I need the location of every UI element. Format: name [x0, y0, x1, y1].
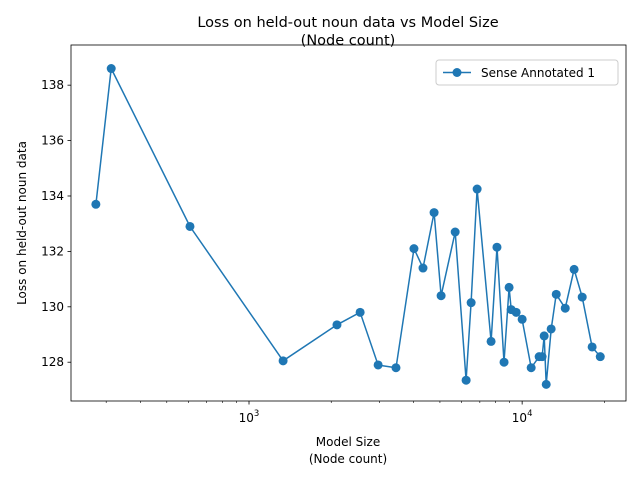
- data-point: [391, 363, 401, 373]
- data-point: [91, 199, 101, 209]
- legend-box: [435, 59, 619, 86]
- axes-frame: [70, 44, 627, 402]
- data-point: [461, 375, 471, 385]
- data-point: [450, 227, 460, 237]
- data-point: [511, 307, 521, 317]
- data-point: [541, 379, 551, 389]
- data-point: [409, 244, 419, 254]
- chart-title: Loss on held-out noun data vs Model Size: [197, 15, 498, 31]
- y-tick-label: 138: [41, 78, 64, 92]
- data-point: [106, 64, 116, 74]
- data-point: [486, 336, 496, 346]
- y-tick-label: 132: [41, 244, 64, 258]
- data-point: [560, 303, 570, 313]
- data-point: [332, 320, 342, 330]
- data-point: [436, 291, 446, 301]
- y-tick-label: 136: [41, 134, 64, 148]
- legend: Sense Annotated 1: [435, 59, 619, 86]
- x-axis-label: Model Size: [316, 435, 380, 449]
- plot-area: 103 104 128 130 132 134 136 138: [41, 44, 627, 425]
- data-point: [429, 208, 439, 218]
- y-axis-label: Loss on held-out noun data: [15, 141, 29, 305]
- y-tick-label: 134: [41, 189, 64, 203]
- data-point: [577, 292, 587, 302]
- data-point: [373, 360, 383, 370]
- legend-label: Sense Annotated 1: [481, 66, 595, 80]
- data-point: [504, 282, 514, 292]
- data-point: [517, 314, 527, 324]
- data-point: [355, 307, 365, 317]
- data-point: [595, 352, 605, 362]
- data-point: [185, 221, 195, 231]
- series-line: [95, 65, 601, 385]
- data-point: [418, 263, 428, 273]
- data-point: [466, 298, 476, 308]
- data-point: [587, 342, 597, 352]
- legend-marker: [452, 68, 462, 77]
- data-point: [526, 363, 536, 373]
- data-point: [499, 357, 509, 367]
- data-point: [537, 352, 547, 362]
- chart-subtitle: (Node count): [301, 33, 396, 49]
- data-point: [546, 324, 556, 334]
- data-point: [278, 356, 288, 366]
- x-axis-label-sub: (Node count): [309, 452, 387, 466]
- data-point: [492, 242, 502, 252]
- data-point: [539, 331, 549, 341]
- x-tick-label: 104: [512, 409, 533, 425]
- data-point: [569, 264, 579, 274]
- y-tick-label: 130: [41, 300, 64, 314]
- x-tick-label: 103: [239, 409, 260, 425]
- data-point: [472, 184, 482, 194]
- y-tick-label: 128: [41, 355, 64, 369]
- data-point: [551, 289, 561, 299]
